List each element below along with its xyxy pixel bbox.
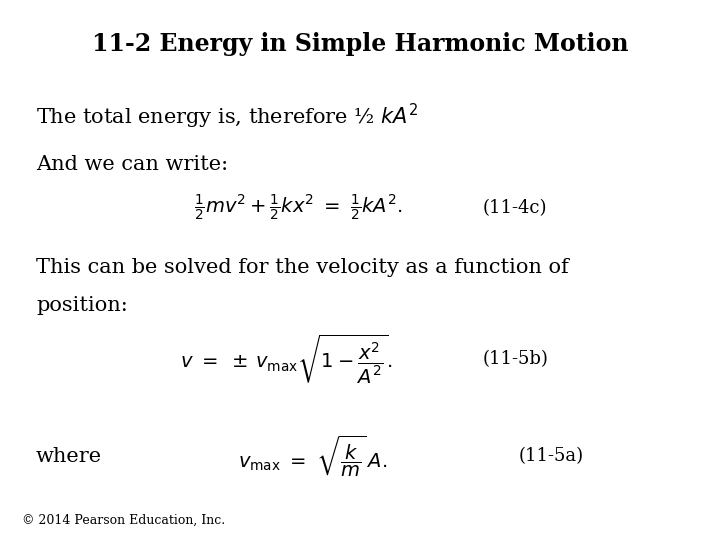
Text: The total energy is, therefore ½ $kA^2$: The total energy is, therefore ½ $kA^2$ xyxy=(36,102,418,131)
Text: And we can write:: And we can write: xyxy=(36,155,228,174)
Text: This can be solved for the velocity as a function of: This can be solved for the velocity as a… xyxy=(36,258,569,277)
Text: (11-5a): (11-5a) xyxy=(518,447,583,465)
Text: (11-5b): (11-5b) xyxy=(482,350,548,368)
Text: $v \ = \ \pm \, v_{\mathrm{max}} \sqrt{1 - \dfrac{x^2}{A^2}}.$: $v \ = \ \pm \, v_{\mathrm{max}} \sqrt{1… xyxy=(180,333,392,386)
Text: where: where xyxy=(36,447,102,466)
Text: $\frac{1}{2}mv^2 + \frac{1}{2}kx^2 \ = \ \frac{1}{2}kA^2.$: $\frac{1}{2}mv^2 + \frac{1}{2}kx^2 \ = \… xyxy=(194,193,403,223)
Text: $v_{\mathrm{max}} \ = \ \sqrt{\dfrac{k}{m}} \, A.$: $v_{\mathrm{max}} \ = \ \sqrt{\dfrac{k}{… xyxy=(238,434,387,479)
Text: © 2014 Pearson Education, Inc.: © 2014 Pearson Education, Inc. xyxy=(22,514,225,526)
Text: 11-2 Energy in Simple Harmonic Motion: 11-2 Energy in Simple Harmonic Motion xyxy=(91,32,629,56)
Text: (11-4c): (11-4c) xyxy=(482,199,547,217)
Text: position:: position: xyxy=(36,295,127,315)
